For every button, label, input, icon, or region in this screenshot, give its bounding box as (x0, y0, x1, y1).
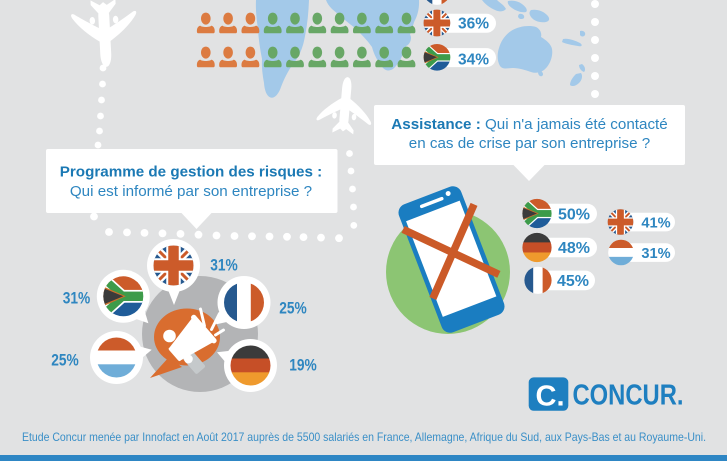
svg-text:48%: 48% (558, 240, 590, 257)
svg-text:36%: 36% (458, 16, 489, 33)
svg-text:45%: 45% (557, 273, 589, 290)
svg-text:31%: 31% (641, 246, 670, 262)
svg-text:19%: 19% (289, 356, 317, 375)
svg-text:Etude Concur menée par Innofac: Etude Concur menée par Innofact en Août … (22, 431, 706, 444)
svg-text:25%: 25% (51, 351, 79, 370)
svg-text:Assistance : Qui n'a jamais ét: Assistance : Qui n'a jamais été contacté (391, 116, 667, 133)
svg-text:Programme de gestion des risqu: Programme de gestion des risques : (60, 164, 322, 181)
svg-text:en cas de crise par son entrep: en cas de crise par son entreprise ? (409, 135, 650, 152)
svg-text:C.: C. (536, 381, 565, 413)
svg-text:CONCUR.: CONCUR. (573, 380, 684, 412)
svg-text:31%: 31% (210, 256, 238, 275)
svg-text:41%: 41% (641, 216, 670, 232)
svg-text:31%: 31% (63, 289, 91, 308)
svg-text:25%: 25% (279, 299, 307, 318)
svg-text:Qui est informé par son entrep: Qui est informé par son entreprise ? (70, 183, 312, 200)
svg-text:50%: 50% (558, 206, 590, 223)
svg-text:34%: 34% (458, 51, 489, 68)
